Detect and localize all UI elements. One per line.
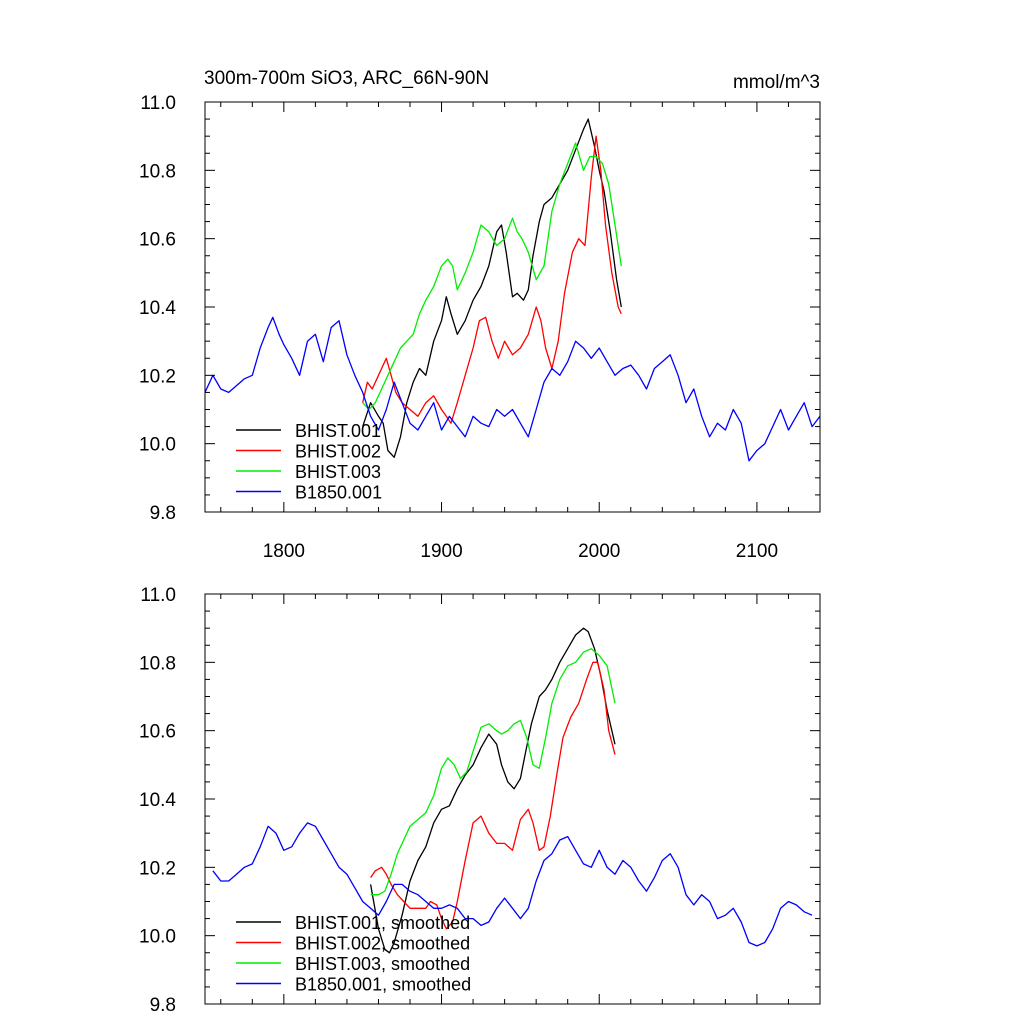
legend-label-2: BHIST.003, smoothed (295, 954, 470, 974)
y-tick-label: 11.0 (140, 585, 176, 606)
legend-label-3: B1850.001, smoothed (295, 975, 471, 995)
y-tick-label: 9.8 (150, 995, 176, 1016)
y-tick-label: 10.8 (139, 653, 176, 674)
series-line-3 (205, 316, 820, 462)
y-tick-label: 9.8 (150, 503, 176, 524)
top-panel: 9.8 10.0 10.2 10.4 10.6 10.8 11.0 1800 1900 2000 2… (139, 93, 821, 562)
series-line-2 (370, 648, 616, 896)
series-line-2 (362, 142, 622, 411)
y-tick-label: 10.6 (139, 230, 176, 251)
legend-label-1: BHIST.002 (295, 442, 381, 462)
units-label: mmol/m^3 (733, 72, 820, 93)
y-tick-label: 10.4 (139, 298, 176, 319)
y-tick-label: 10.8 (139, 161, 176, 182)
bottom-panel: 9.8 10.0 10.2 10.4 10.6 10.8 11.0 BHIST.001, sm… (139, 585, 821, 1016)
x-tick-label: 1900 (420, 541, 462, 562)
y-tick-label: 10.2 (139, 858, 176, 879)
y-tick-label: 10.6 (139, 722, 176, 743)
series-line-1 (362, 135, 622, 424)
legend-label-1: BHIST.002, smoothed (295, 934, 470, 954)
series-line-0 (362, 118, 622, 458)
y-tick-label: 11.0 (140, 93, 176, 114)
series-line-0 (369, 627, 616, 954)
legend-label-2: BHIST.003 (295, 462, 381, 482)
y-tick-label: 10.2 (139, 366, 176, 387)
legend-label-3: B1850.001 (295, 483, 382, 503)
y-tick-label: 10.4 (139, 790, 176, 811)
legend-label-0: BHIST.001, smoothed (295, 913, 470, 933)
legend-label-0: BHIST.001 (295, 421, 381, 441)
chart-title: 300m-700m SiO3, ARC_66N-90N (204, 68, 489, 89)
series-line-3 (212, 822, 813, 947)
y-tick-label: 10.0 (139, 927, 176, 948)
x-tick-label: 2100 (736, 541, 778, 562)
x-tick-label: 1800 (263, 541, 305, 562)
series-line-1 (370, 661, 616, 930)
x-tick-label: 2000 (578, 541, 620, 562)
y-tick-label: 10.0 (139, 435, 176, 456)
